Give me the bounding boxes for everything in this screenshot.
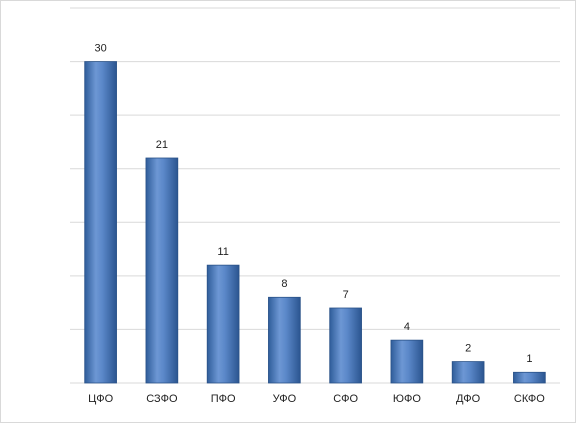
x-tick-label: ЦФО — [88, 393, 114, 405]
value-label: 8 — [281, 278, 287, 290]
x-tick-label: УФО — [273, 393, 297, 405]
value-label: 7 — [343, 289, 349, 301]
bar — [268, 296, 301, 384]
value-label: 4 — [404, 321, 410, 333]
x-tick-label: СКФО — [514, 393, 545, 405]
value-label: 2 — [465, 342, 471, 354]
bar — [451, 361, 485, 384]
value-label: 11 — [217, 246, 228, 258]
bar — [329, 307, 362, 384]
x-tick-label: ПФО — [211, 393, 236, 405]
bar — [390, 339, 424, 384]
bar — [84, 61, 117, 384]
bar — [145, 157, 179, 384]
x-tick-label: СЗФО — [146, 393, 178, 405]
x-tick-label: ДФО — [456, 393, 481, 405]
x-tick-label: ЮФО — [393, 393, 421, 405]
value-label: 21 — [156, 139, 168, 151]
x-tick-label: СФО — [333, 393, 358, 405]
value-label: 30 — [95, 42, 107, 54]
bar — [206, 264, 240, 384]
value-label: 1 — [526, 353, 532, 365]
bar — [513, 371, 546, 384]
